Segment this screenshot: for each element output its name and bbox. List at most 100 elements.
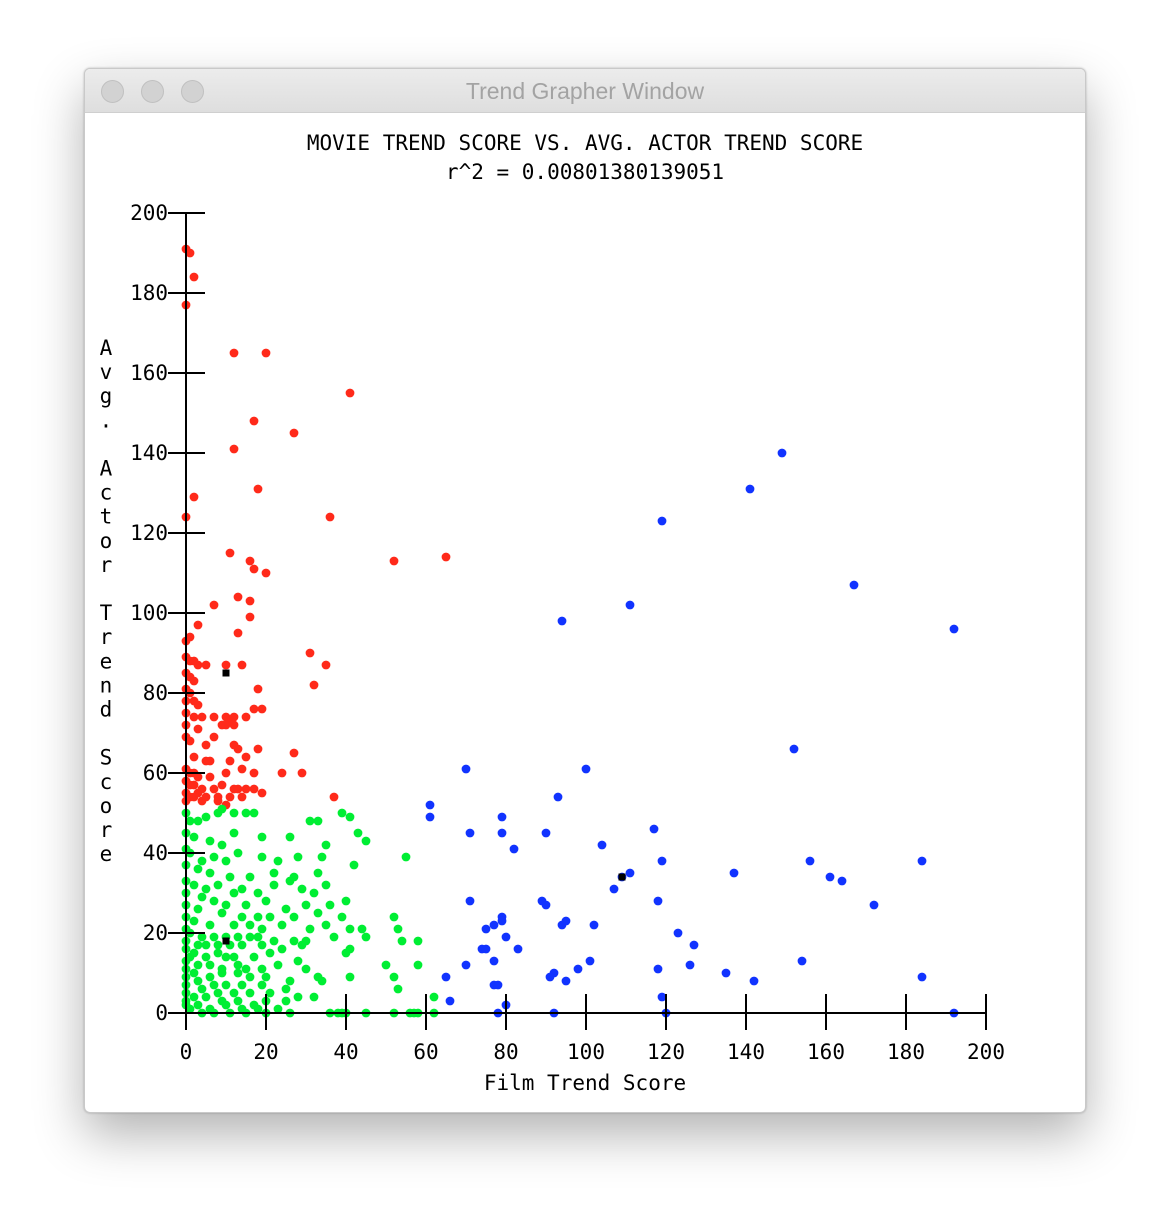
marker-point [222, 669, 230, 677]
data-point [213, 880, 223, 890]
data-point [325, 900, 335, 910]
data-point [229, 888, 239, 898]
y-label-char: t [100, 505, 113, 529]
plot-area: 0 20 40 60 80 100 120 140 160 180 200 0 20 40 60 80 100 1… [85, 113, 1085, 1112]
data-point [541, 900, 551, 910]
data-point [249, 768, 259, 778]
y-label-char: g [100, 384, 113, 408]
data-point [245, 556, 255, 566]
data-point [313, 908, 323, 918]
data-point [489, 956, 499, 966]
data-point [489, 920, 499, 930]
data-point [229, 720, 239, 730]
data-point [189, 272, 199, 282]
data-point [245, 972, 255, 982]
y-tick-label: 140 [130, 441, 168, 465]
data-point [553, 792, 563, 802]
data-point [241, 712, 251, 722]
y-label-char: . [100, 408, 113, 432]
data-point [233, 592, 243, 602]
data-point [197, 796, 207, 806]
x-tick-label: 200 [967, 1040, 1005, 1064]
y-label-char: r [100, 553, 113, 577]
y-tick-label: 20 [143, 921, 168, 945]
data-point [193, 788, 203, 798]
data-point [233, 848, 243, 858]
data-point [189, 780, 199, 790]
data-point [189, 832, 199, 842]
data-point [313, 868, 323, 878]
data-point [729, 868, 739, 878]
x-axis-label: Film Trend Score [484, 1071, 686, 1095]
y-label-char: n [100, 673, 113, 697]
data-point [329, 792, 339, 802]
y-tick-label: 200 [130, 201, 168, 225]
data-point [269, 868, 279, 878]
y-label-char: S [100, 746, 113, 770]
data-point [349, 860, 359, 870]
data-point [545, 972, 555, 982]
data-point [205, 868, 215, 878]
data-point [229, 444, 239, 454]
data-point [193, 904, 203, 914]
data-point [749, 976, 759, 986]
y-label-char: e [100, 649, 113, 673]
data-point [345, 812, 355, 822]
data-point [269, 936, 279, 946]
y-tick-label: 120 [130, 521, 168, 545]
data-point [849, 580, 859, 590]
data-point [293, 852, 303, 862]
data-point [689, 940, 699, 950]
y-label-char: A [100, 457, 113, 481]
data-point [253, 932, 263, 942]
data-point [249, 416, 259, 426]
data-point [277, 920, 287, 930]
data-point [281, 984, 291, 994]
data-point [245, 596, 255, 606]
data-point [321, 840, 331, 850]
data-point [425, 812, 435, 822]
data-point [273, 1004, 283, 1014]
data-point [245, 988, 255, 998]
data-point [461, 764, 471, 774]
data-point [197, 932, 207, 942]
y-tick-label: 180 [130, 281, 168, 305]
data-point [185, 248, 195, 258]
y-label-char: r [100, 818, 113, 842]
data-point [257, 980, 267, 990]
data-point [825, 872, 835, 882]
data-point [309, 992, 319, 1002]
data-point [229, 828, 239, 838]
data-point [237, 660, 247, 670]
data-point [185, 736, 195, 746]
data-point [337, 808, 347, 818]
x-tick-label: 0 [180, 1040, 193, 1064]
minimize-window-button[interactable] [141, 80, 164, 103]
close-window-button[interactable] [101, 80, 124, 103]
data-point [221, 952, 231, 962]
window-titlebar[interactable]: Trend Grapher Window [85, 69, 1085, 113]
data-point [241, 784, 251, 794]
data-point [221, 720, 231, 730]
x-tick-label: 120 [647, 1040, 685, 1064]
data-point [213, 988, 223, 998]
zoom-window-button[interactable] [181, 80, 204, 103]
data-point [561, 916, 571, 926]
y-tick-label: 0 [155, 1001, 168, 1025]
data-point [197, 984, 207, 994]
data-point [205, 920, 215, 930]
data-point [597, 840, 607, 850]
marker-point [222, 937, 230, 945]
data-point [221, 1000, 231, 1010]
data-point [721, 968, 731, 978]
scatter-chart: 0 20 40 60 80 100 120 140 160 180 200 0 20 40 60 80 100 1… [100, 131, 1005, 1095]
y-label-char: e [100, 842, 113, 866]
x-tick-label: 80 [493, 1040, 518, 1064]
data-point [625, 868, 635, 878]
y-label-char: c [100, 481, 113, 505]
data-point [585, 956, 595, 966]
data-point [625, 600, 635, 610]
data-point [345, 924, 355, 934]
x-tick-label: 160 [807, 1040, 845, 1064]
